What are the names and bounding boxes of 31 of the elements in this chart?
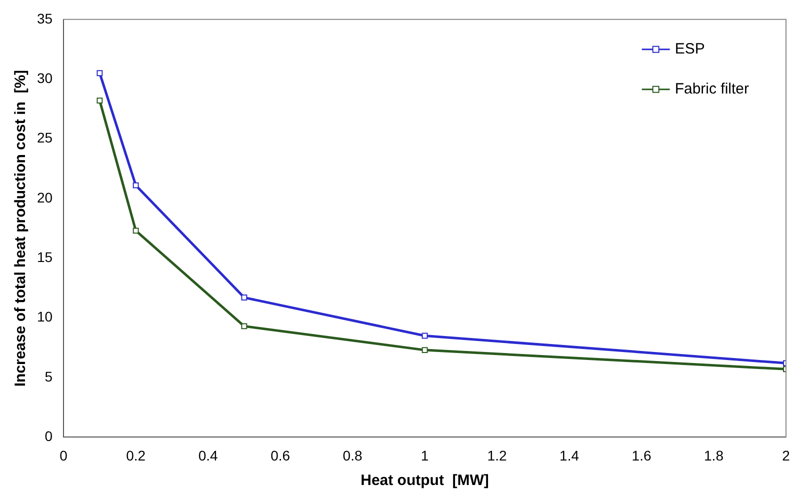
x-tick-label: 1 bbox=[420, 447, 429, 464]
legend-label: Fabric filter bbox=[674, 80, 750, 98]
y-tick-label: 5 bbox=[44, 368, 53, 384]
point bbox=[422, 347, 428, 354]
point bbox=[241, 323, 248, 330]
legend-label: ESP bbox=[674, 40, 705, 58]
y-tick-label: 20 bbox=[36, 189, 53, 206]
x-tick-label: 2 bbox=[782, 447, 790, 464]
y-tick-label: 30 bbox=[36, 70, 53, 86]
y-tick-label: 25 bbox=[36, 130, 53, 146]
x-tick-label: 0.2 bbox=[126, 447, 146, 464]
x-tick-label: 0.6 bbox=[270, 447, 290, 464]
x-tick-label: 1.6 bbox=[632, 447, 652, 464]
x-tick-label: 1.2 bbox=[487, 447, 507, 464]
y-tick-label: 35 bbox=[36, 10, 53, 26]
x-tick-label: 0.4 bbox=[198, 447, 218, 464]
y-tick-label: 10 bbox=[36, 308, 53, 325]
point bbox=[422, 332, 428, 339]
point bbox=[241, 294, 248, 301]
x-tick-label: 0.8 bbox=[342, 447, 362, 464]
point bbox=[96, 98, 103, 104]
point bbox=[96, 70, 103, 76]
y-tick-label: 0 bbox=[44, 428, 53, 444]
x-axis-title: Heat output [MW] bbox=[360, 472, 489, 490]
y-tick-label: 15 bbox=[36, 249, 53, 265]
point bbox=[132, 182, 139, 188]
x-tick-label: 0 bbox=[60, 447, 68, 464]
x-tick-label: 1.8 bbox=[704, 447, 724, 464]
point bbox=[132, 228, 139, 234]
y-axis-title: Increase of total heat production cost in [%] bbox=[12, 70, 30, 387]
x-tick-label: 1.4 bbox=[560, 447, 580, 464]
